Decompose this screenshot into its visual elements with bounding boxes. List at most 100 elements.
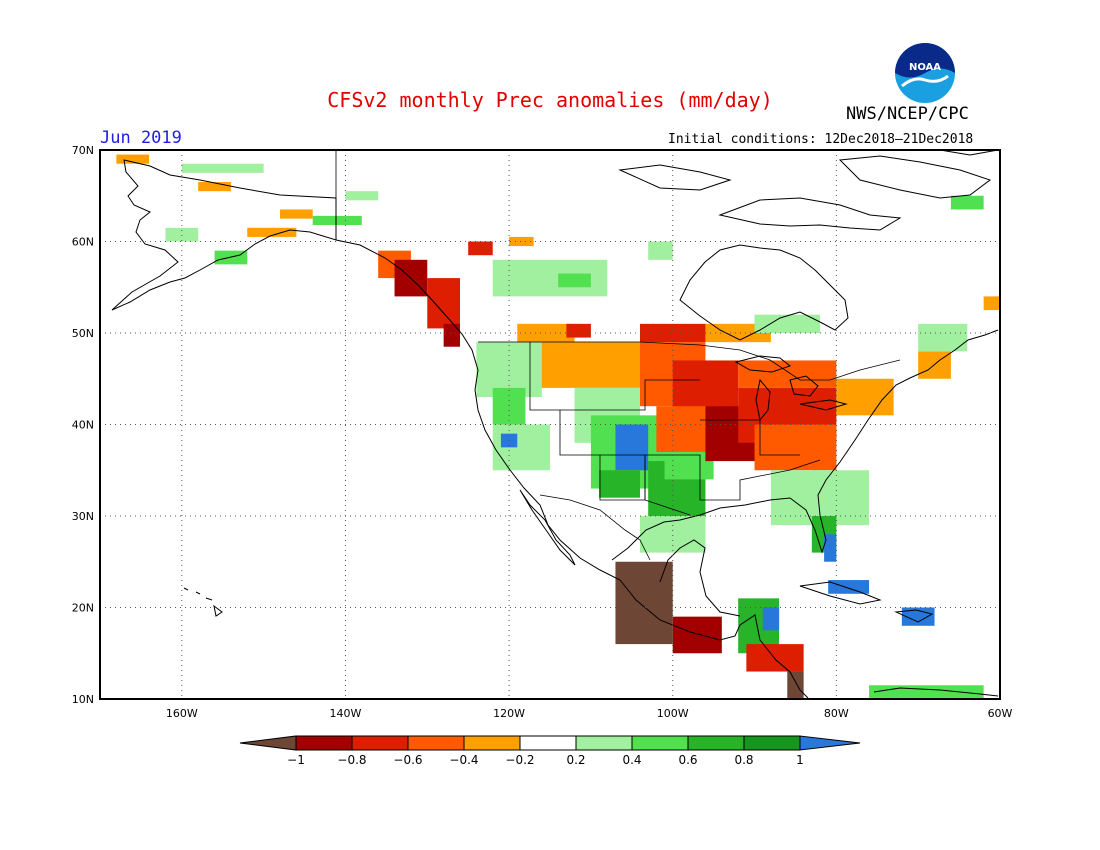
anomaly-region-38 [705,406,788,462]
anomaly-region-35 [640,342,706,407]
lat-label: 50N [72,327,94,340]
colorbar-tick-label: −1 [287,753,305,767]
lon-label: 160W [166,707,198,720]
lat-label: 30N [72,510,94,523]
anomaly-region-25 [492,387,526,425]
anomaly-region-40 [754,424,837,471]
anomaly-region-16 [558,273,591,288]
anomaly-region-15 [492,259,608,297]
anomaly-region-7 [214,250,248,265]
colorbar-tick-label: 1 [796,753,804,767]
anomaly-region-0 [116,154,150,164]
anomaly-region-29 [590,415,673,489]
lon-label: 100W [657,707,689,720]
lon-label: 120W [493,707,525,720]
colorbar-extend-low [239,735,297,751]
anomaly-region-58 [983,296,1000,311]
anomaly-region-45 [824,534,837,562]
anomaly-region-51 [787,671,804,699]
anomaly-region-4 [280,209,313,219]
anomaly-region-3 [345,191,379,201]
anomaly-region-1 [181,163,264,173]
anomaly-region-33 [664,451,714,480]
anomaly-region-52 [828,580,870,594]
coastlines [111,149,999,699]
colorbar-tick-label: −0.2 [505,753,534,767]
anomaly-region-13 [468,241,493,256]
chart-title: CFSv2 monthly Prec anomalies (mm/day) [327,88,773,112]
anomaly-region-57 [950,195,984,210]
anomaly-region-10 [394,259,428,297]
noaa-logo: NOAA [895,43,955,103]
anomaly-region-41 [738,360,837,388]
anomaly-region-9 [378,250,411,279]
anomaly-region-22 [754,314,820,333]
anomaly-region-17 [648,241,673,260]
colorbar-tick-label: 0.6 [678,753,697,767]
anomaly-region-34 [640,516,706,553]
anomaly-region-42 [836,378,894,416]
anomaly-region-23 [533,342,640,388]
lat-label: 10N [72,693,94,706]
lat-lon-grid [100,150,1000,699]
colorbar-swatch [687,735,745,751]
colorbar-tick-label: 0.2 [566,753,585,767]
axis-labels: 70N 60N 50N 40N 30N 20N 10N 160W 140W 120W 100W 80W… [72,144,1013,720]
anomaly-region-56 [918,323,968,352]
anomaly-region-21 [705,323,771,343]
anomaly-region-2 [198,182,231,192]
lon-label: 60W [988,707,1013,720]
lat-label: 20N [72,602,94,615]
anomaly-region-49 [762,607,780,631]
lat-label: 60N [72,236,94,249]
anomaly-region-19 [566,323,591,338]
colorbar-swatch [351,735,409,751]
anomaly-region-26 [492,424,550,471]
colorbar-tick-label: −0.6 [393,753,422,767]
initial-conditions: Initial conditions: 12Dec2018–21Dec2018 [668,132,974,147]
anomaly-region-24 [476,342,542,398]
anomaly-region-37 [656,406,722,452]
anomaly-region-31 [599,470,640,498]
lon-label: 140W [330,707,362,720]
anomaly-region-27 [500,433,518,448]
colorbar-swatch [631,735,689,751]
lat-label: 40N [72,419,94,432]
colorbar-swatch [407,735,465,751]
anomaly-region-47 [672,616,722,654]
colorbar-swatch [463,735,521,751]
colorbar-tick-label: −0.4 [449,753,478,767]
lat-label: 70N [72,144,94,157]
colorbar-tick-label: 0.4 [622,753,641,767]
anomaly-region-8 [247,227,297,237]
colorbar-swatch [743,735,801,751]
anomaly-region-44 [811,516,837,553]
colorbar: −1 −0.8 −0.6 −0.4 −0.2 0.2 0.4 0.6 0.8 1 [239,735,861,767]
forecast-month: Jun 2019 [100,128,182,148]
anomaly-region-5 [312,215,362,226]
anomaly-region-32 [648,461,706,526]
anomaly-region-48 [738,598,780,654]
anomaly-region-53 [901,607,935,626]
anomaly-region-11 [427,278,460,329]
anomaly-region-12 [443,323,460,347]
colorbar-extend-high [799,735,861,751]
anomaly-region-36 [672,360,739,416]
logo-text: NOAA [909,62,941,73]
colorbar-tick-label: 0.8 [734,753,753,767]
colorbar-swatch [575,735,633,751]
anomaly-region-18 [517,323,575,352]
anomaly-region-14 [509,236,534,247]
colorbar-tick-label: −0.8 [337,753,366,767]
anomaly-region-30 [615,424,649,471]
anomaly-cells [116,154,1000,699]
anomaly-region-46 [615,561,673,645]
colorbar-swatch [519,735,577,751]
agency-label: NWS/NCEP/CPC [846,104,969,124]
anomaly-region-39 [738,387,837,443]
lon-label: 80W [824,707,849,720]
anomaly-region-50 [746,644,804,672]
anomaly-region-54 [869,685,984,699]
map-frame [99,149,1001,700]
anomaly-region-6 [165,227,199,242]
